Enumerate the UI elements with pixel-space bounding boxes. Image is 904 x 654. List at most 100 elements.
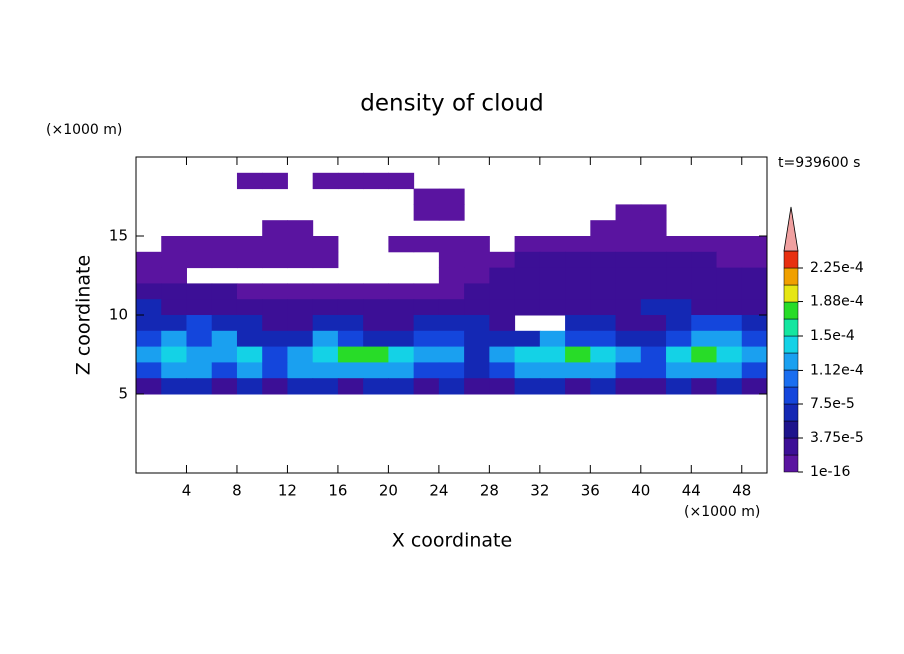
contour-cell xyxy=(413,362,440,379)
contour-cell xyxy=(438,346,465,363)
contour-cell xyxy=(514,299,541,316)
contour-cell xyxy=(464,315,490,332)
y-tick-label: 10 xyxy=(109,306,128,324)
contour-cell xyxy=(741,251,767,269)
contour-cell xyxy=(514,346,541,363)
x-tick-label: 40 xyxy=(631,482,650,500)
contour-cell xyxy=(539,346,566,363)
contour-cell xyxy=(438,267,465,284)
contour-cell xyxy=(716,267,743,284)
contour-cell xyxy=(514,236,541,253)
contour-cell xyxy=(640,330,667,348)
contour-cell xyxy=(590,330,617,348)
contour-cell xyxy=(514,267,541,284)
contour-cell xyxy=(590,283,617,300)
contour-cell xyxy=(514,251,541,269)
contour-cell xyxy=(262,330,288,348)
contour-cell xyxy=(741,362,767,379)
time-label: t=939600 s xyxy=(778,155,860,171)
contour-cell xyxy=(741,236,767,253)
colorbar-tick-label: 1.5e-4 xyxy=(810,328,855,344)
contour-cell xyxy=(186,299,213,316)
contour-cell xyxy=(590,346,617,363)
contour-cell xyxy=(438,236,465,253)
contour-cell xyxy=(640,346,667,363)
x-axis-label: X coordinate xyxy=(392,530,512,552)
contour-cell xyxy=(489,362,516,379)
x-tick-label: 16 xyxy=(328,482,347,500)
contour-cell xyxy=(287,299,314,316)
contour-cell xyxy=(262,236,288,253)
contour-cell xyxy=(161,236,187,253)
contour-cell xyxy=(514,378,541,395)
contour-cell xyxy=(565,378,591,395)
contour-cell xyxy=(666,283,692,300)
contour-cell xyxy=(438,283,465,300)
contour-cell xyxy=(161,346,187,363)
contour-cell xyxy=(161,378,187,395)
contour-cell xyxy=(464,346,490,363)
contour-cell xyxy=(691,362,718,379)
contour-cell xyxy=(413,188,440,205)
colorbar-tick-label: 7.5e-5 xyxy=(810,396,855,412)
contour-cell xyxy=(136,362,162,379)
contour-cell xyxy=(640,251,667,269)
contour-cell xyxy=(514,362,541,379)
contour-cell xyxy=(539,267,566,284)
contour-cell xyxy=(615,236,642,253)
contour-cell xyxy=(691,299,718,316)
x-tick-label: 44 xyxy=(682,482,701,500)
contour-cell xyxy=(716,330,743,348)
contour-cell xyxy=(413,299,440,316)
contour-cell xyxy=(211,362,238,379)
contour-cell xyxy=(716,283,743,300)
contour-cell xyxy=(388,346,415,363)
contour-cell xyxy=(363,283,389,300)
contour-cell xyxy=(236,236,263,253)
contour-cell xyxy=(666,362,692,379)
contour-cell xyxy=(186,283,213,300)
contour-cell xyxy=(287,220,314,237)
colorbar-tick-label: 3.75e-5 xyxy=(810,430,864,446)
contour-cell xyxy=(363,299,389,316)
contour-cell xyxy=(716,299,743,316)
contour-cell xyxy=(615,251,642,269)
contour-cell xyxy=(287,236,314,253)
contour-cell xyxy=(539,299,566,316)
colorbar-tick-label: 1.12e-4 xyxy=(810,362,864,378)
colorbar-band xyxy=(783,318,799,337)
contour-cell xyxy=(388,362,415,379)
contour-cell xyxy=(211,251,238,269)
contour-cell xyxy=(363,315,389,332)
contour-cell xyxy=(615,346,642,363)
contour-cell xyxy=(413,346,440,363)
contour-cell xyxy=(691,283,718,300)
contour-cell xyxy=(666,330,692,348)
contour-cell xyxy=(615,220,642,237)
x-tick-label: 20 xyxy=(379,482,398,500)
contour-cell xyxy=(666,346,692,363)
contour-cell xyxy=(438,188,465,205)
contour-cell xyxy=(186,330,213,348)
contour-cell xyxy=(590,267,617,284)
contour-cell xyxy=(489,283,516,300)
contour-cell xyxy=(161,299,187,316)
x-tick-label: 48 xyxy=(732,482,751,500)
contour-cell xyxy=(337,378,364,395)
contour-cell xyxy=(211,378,238,395)
contour-cell xyxy=(186,251,213,269)
contour-cell xyxy=(741,267,767,284)
contour-cell xyxy=(363,346,389,363)
contour-cell xyxy=(666,315,692,332)
x-tick-label: 32 xyxy=(530,482,549,500)
contour-cell xyxy=(615,283,642,300)
contour-cell xyxy=(438,315,465,332)
contour-cell xyxy=(262,362,288,379)
contour-cell xyxy=(741,283,767,300)
y-axis-label: Z coordinate xyxy=(73,255,95,375)
contour-cell xyxy=(615,378,642,395)
contour-cell xyxy=(312,299,339,316)
colorbar-band xyxy=(783,250,799,269)
contour-cell xyxy=(691,315,718,332)
contour-cell xyxy=(337,362,364,379)
